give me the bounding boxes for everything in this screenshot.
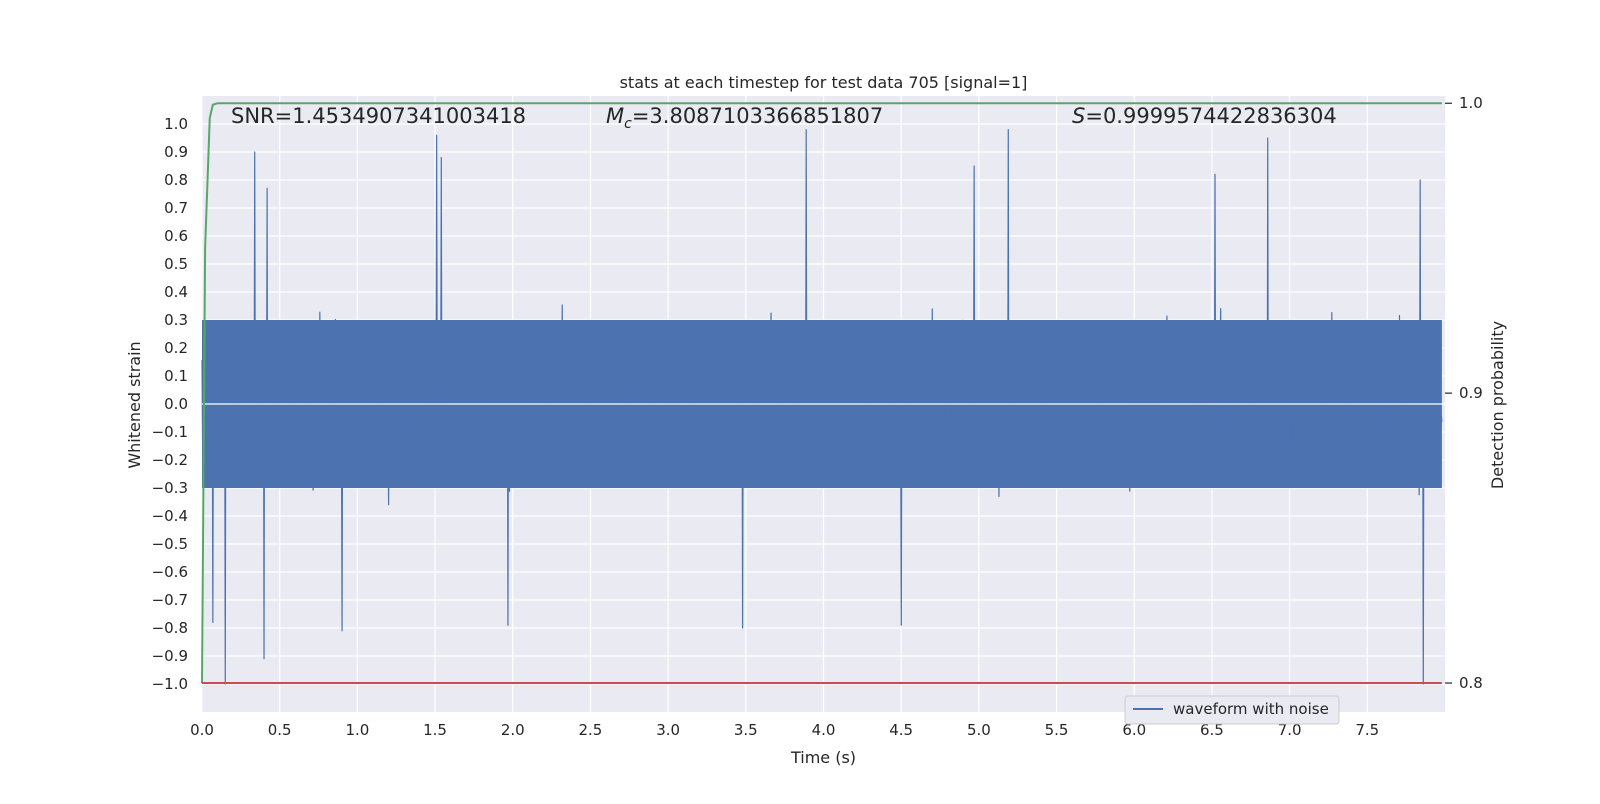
y-tick-label: −0.5 (152, 535, 188, 553)
chart-title: stats at each timestep for test data 705… (620, 73, 1028, 92)
y-tick-label: −0.3 (152, 479, 188, 497)
y2-tick-label: 1.0 (1459, 94, 1483, 112)
x-tick-label: 4.0 (812, 721, 836, 739)
x-tick-label: 0.5 (268, 721, 292, 739)
y-tick-label: 0.0 (164, 395, 188, 413)
chirp-mass-symbol: M (606, 104, 624, 128)
legend: waveform with noise (1124, 695, 1340, 725)
y-tick-label: −1.0 (152, 675, 188, 693)
y-tick-label: 0.3 (164, 311, 188, 329)
y2-tick-label: 0.9 (1459, 384, 1483, 402)
y-tick-label: −0.4 (152, 507, 188, 525)
x-tick-label: 2.0 (501, 721, 525, 739)
waveform-series (201, 129, 1445, 685)
x-tick-label: 6.5 (1200, 721, 1224, 739)
snr-annotation: SNR=1.4534907341003418 (231, 104, 526, 128)
x-axis-label: Time (s) (790, 748, 856, 767)
x-tick-label: 5.5 (1045, 721, 1069, 739)
probability-series (201, 102, 1442, 685)
significance-annotation: S=0.9999574422836304 (1072, 104, 1337, 128)
x-tick-label: 2.5 (579, 721, 603, 739)
x-tick-label: 0.0 (190, 721, 214, 739)
y-axis-ticks: 1.0 0.9 0.8 0.7 0.6 0.5 0.4 0.3 0.2 0.1 0.0 −0.1 −0.… (152, 115, 188, 693)
legend-label: waveform with noise (1173, 700, 1329, 718)
chirp-mass-annotation: Mc=3.8087103366851807 (606, 104, 883, 132)
x-tick-label: 6.0 (1122, 721, 1146, 739)
y-tick-label: 1.0 (164, 115, 188, 133)
y-tick-label: 0.5 (164, 255, 188, 273)
detection-probability-line (201, 102, 1442, 684)
y-tick-label: 0.4 (164, 283, 188, 301)
waveform-line (201, 129, 1443, 685)
y-tick-label: −0.7 (152, 591, 188, 609)
x-tick-label: 4.5 (889, 721, 913, 739)
y-tick-label: −0.8 (152, 619, 188, 637)
x-tick-label: 1.5 (423, 721, 447, 739)
y-tick-label: −0.1 (152, 423, 188, 441)
x-tick-label: 3.5 (734, 721, 758, 739)
y-axis-label: Whitened strain (125, 341, 144, 468)
x-tick-label: 7.0 (1278, 721, 1302, 739)
x-tick-label: 3.0 (656, 721, 680, 739)
y-tick-label: −0.2 (152, 451, 188, 469)
significance-symbol: S (1072, 104, 1085, 128)
y-tick-label: −0.9 (152, 647, 188, 665)
y-tick-label: 0.6 (164, 227, 188, 245)
y2-axis-ticks: 1.0 0.9 0.8 (1445, 94, 1483, 692)
significance-value: =0.9999574422836304 (1085, 104, 1336, 128)
x-tick-label: 5.0 (967, 721, 991, 739)
x-axis-ticks: 0.0 0.5 1.0 1.5 2.0 2.5 3.0 3.5 4.0 4.5 5.0 5.5 6.0 6… (190, 721, 1379, 739)
y-tick-label: −0.6 (152, 563, 188, 581)
chirp-mass-value: =3.8087103366851807 (632, 104, 883, 128)
y2-axis-label: Detection probability (1488, 321, 1507, 489)
y-tick-label: 0.1 (164, 367, 188, 385)
y-tick-label: 0.7 (164, 199, 188, 217)
y-tick-label: 0.2 (164, 339, 188, 357)
x-tick-label: 7.5 (1355, 721, 1379, 739)
y-tick-label: 0.9 (164, 143, 188, 161)
legend-box (1124, 695, 1340, 725)
y-tick-label: 0.8 (164, 171, 188, 189)
y2-tick-label: 0.8 (1459, 674, 1483, 692)
chirp-mass-subscript: c (624, 116, 632, 132)
x-tick-label: 1.0 (345, 721, 369, 739)
